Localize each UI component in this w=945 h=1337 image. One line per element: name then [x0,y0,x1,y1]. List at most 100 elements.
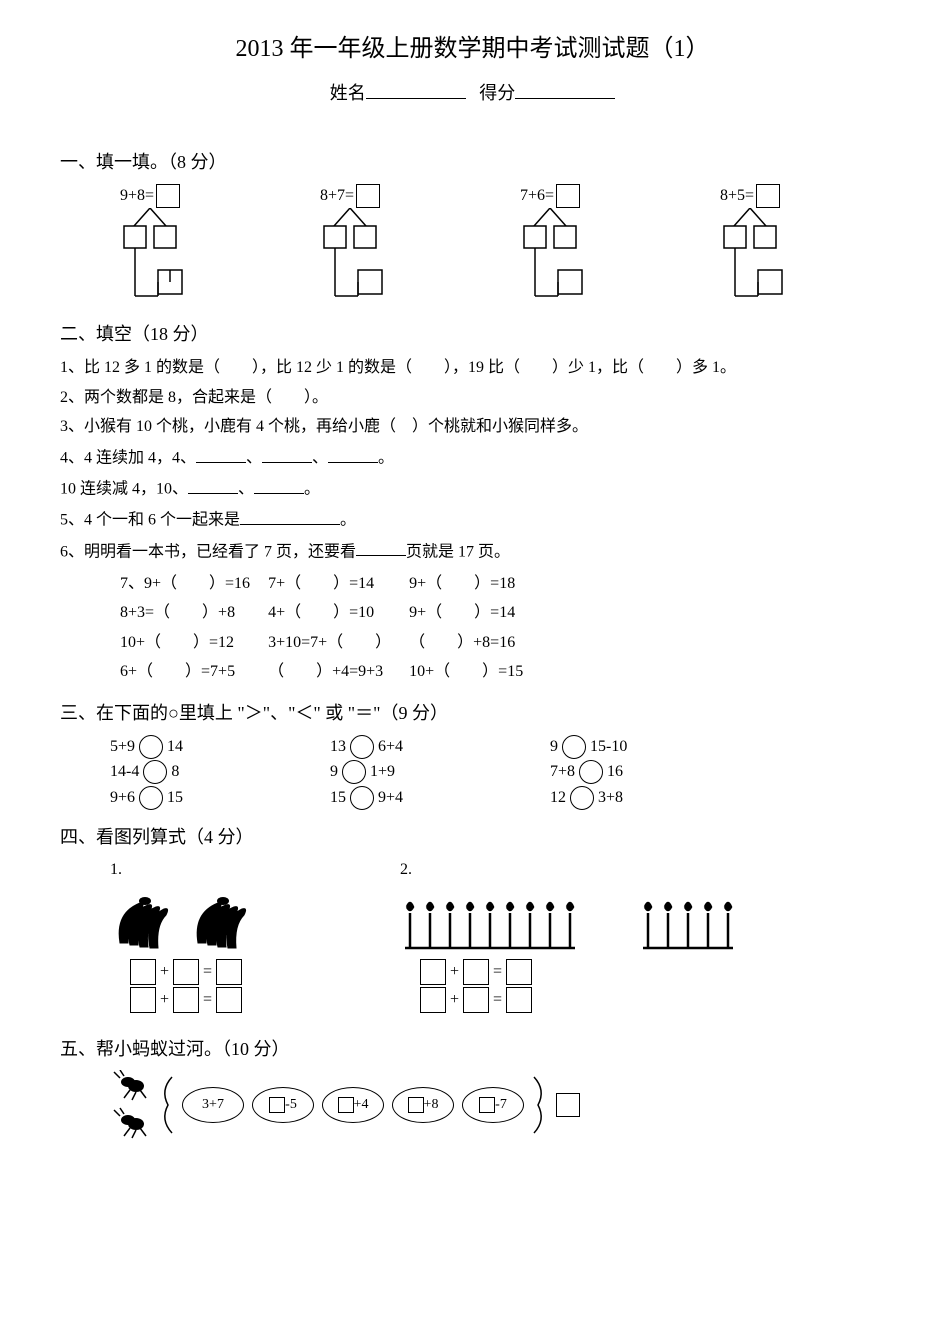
blank[interactable] [356,538,406,557]
eq-row: += [130,959,370,985]
eq-boxes-2: += += [420,959,760,1013]
split-diagram-1 [120,208,260,308]
blank[interactable] [328,444,378,463]
answer-box[interactable] [463,959,489,985]
circle-blank[interactable] [350,735,374,759]
cell: 6+（ ）=7+5 [120,657,268,687]
oval-3-text: +4 [354,1094,369,1116]
score-blank[interactable] [515,78,615,99]
answer-box[interactable] [356,184,380,208]
blank[interactable] [254,475,304,494]
blank[interactable] [188,475,238,494]
answer-box[interactable] [130,959,156,985]
table-row: 8+3=（ ）+8 4+（ ）=10 9+（ ）=14 [120,598,541,628]
answer-box[interactable] [216,987,242,1013]
rhs: 1+9 [370,759,395,785]
cmp: 9+615 [110,785,330,811]
square-blank[interactable] [269,1097,285,1113]
score-label: 得分 [479,83,515,103]
s2-q6: 6、明明看一本书，已经看了 7 页，还要看页就是 17 页。 [60,538,885,565]
circle-blank[interactable] [139,786,163,810]
oval-4-text: +8 [424,1094,439,1116]
oval-1-text: 3+7 [202,1094,224,1116]
answer-box[interactable] [420,987,446,1013]
eq-sign: = [203,987,212,1013]
circle-blank[interactable] [562,735,586,759]
s2-q4b: 10 连续减 4，10、、。 [60,475,885,502]
s3-row-1: 5+914 136+4 915-10 [110,734,885,760]
s3-row-3: 9+615 159+4 123+8 [110,785,885,811]
lhs: 12 [550,785,566,811]
answer-box[interactable] [173,959,199,985]
rhs: 8 [171,759,179,785]
decomp-3: 7+6= [520,183,680,309]
oval-2[interactable]: -5 [252,1087,314,1123]
s2-q4a-text: 4、4 连续加 4，4、 [60,450,196,467]
circle-blank[interactable] [139,735,163,759]
circle-blank[interactable] [143,760,167,784]
rhs: 9+4 [378,785,403,811]
blank[interactable] [196,444,246,463]
banana-bunch-icon [110,893,180,953]
cmp: 14-48 [110,759,330,785]
blank[interactable] [262,444,312,463]
answer-box[interactable] [463,987,489,1013]
name-blank[interactable] [366,78,466,99]
sep: 、 [238,481,254,498]
answer-box[interactable] [756,184,780,208]
candles-5 [638,893,758,953]
answer-box[interactable] [130,987,156,1013]
cmp: 7+8 16 [550,759,770,785]
answer-box[interactable] [216,959,242,985]
circle-blank[interactable] [579,760,603,784]
decomp-1: 9+8= [120,183,280,309]
blank[interactable] [240,506,340,525]
final-box[interactable] [556,1093,580,1117]
square-blank[interactable] [338,1097,354,1113]
brace-left [158,1075,174,1135]
s4-content: 1. += += 2. [110,857,885,1015]
s2-q7: 7、9+（ ）=16 7+（ ）=14 9+（ ）=18 8+3=（ ）+8 4… [60,569,885,687]
lhs: 15 [330,785,346,811]
eq-row: += [420,987,760,1013]
eq-sign: = [203,959,212,985]
table-row: 10+（ ）=12 3+10=7+（ ） （ ）+8=16 [120,628,541,658]
answer-box[interactable] [173,987,199,1013]
answer-box[interactable] [420,959,446,985]
lhs: 7+8 [550,759,575,785]
s2-q1: 1、比 12 多 1 的数是（ ），比 12 少 1 的数是（ ），19 比（ … [60,355,885,381]
lhs: 9 [330,759,338,785]
banana-bunches [110,883,370,953]
plus: + [160,959,169,985]
eq-4: 8+5= [720,183,880,209]
cell: 9+（ ）=14 [409,598,541,628]
eq-2: 8+7= [320,183,480,209]
eq-3: 7+6= [520,183,680,209]
period: 。 [378,450,394,467]
table-row: 6+（ ）=7+5 （ ）+4=9+3 10+（ ）=15 [120,657,541,687]
answer-box[interactable] [156,184,180,208]
s4-col-2: 2. [400,857,760,1015]
oval-3[interactable]: +4 [322,1087,384,1123]
rhs: 16 [607,759,623,785]
circle-blank[interactable] [342,760,366,784]
answer-box[interactable] [506,959,532,985]
cmp: 9 1+9 [330,759,550,785]
square-blank[interactable] [408,1097,424,1113]
square-blank[interactable] [479,1097,495,1113]
circle-blank[interactable] [570,786,594,810]
answer-box[interactable] [556,184,580,208]
s2-q4a: 4、4 连续加 4，4、、、。 [60,444,885,471]
answer-box[interactable] [506,987,532,1013]
split-diagram-4 [720,208,860,308]
plus: + [160,987,169,1013]
s2-q4b-text: 10 连续减 4，10、 [60,481,188,498]
oval-4[interactable]: +8 [392,1087,454,1123]
circle-blank[interactable] [350,786,374,810]
s2-q6b: 页就是 17 页。 [406,543,510,560]
section-1-content: 9+8= 8+7= 7+6= [120,183,885,309]
oval-5[interactable]: -7 [462,1087,524,1123]
cell: 10+（ ）=12 [120,628,268,658]
split-diagram-3 [520,208,660,308]
s4-n1: 1. [110,857,370,883]
